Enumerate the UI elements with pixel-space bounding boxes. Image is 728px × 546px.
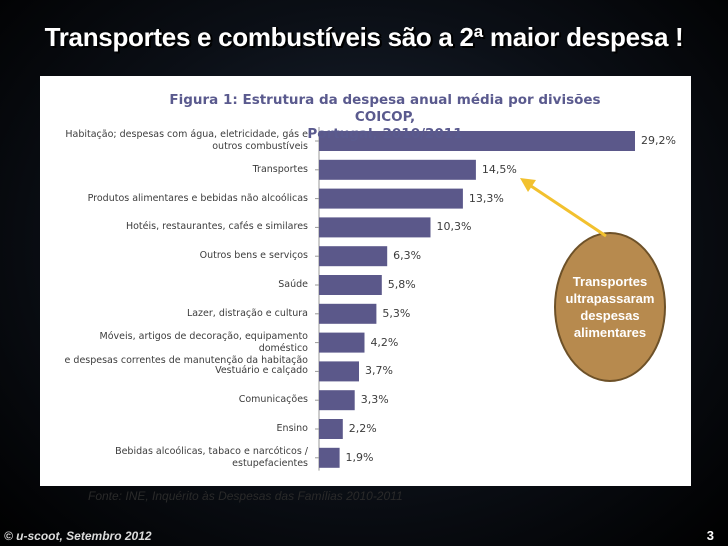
category-label-7: Móveis, artigos de decoração, equipament… xyxy=(48,331,308,367)
value-label-5: 5,8% xyxy=(387,278,416,291)
category-label-1: Transportes xyxy=(48,164,308,176)
category-label-2-line-0: Produtos alimentares e bebidas não alcoó… xyxy=(87,192,308,204)
category-label-8: Vestuário e calçado xyxy=(48,365,308,377)
value-label-3: 10,3% xyxy=(436,220,472,234)
bar-6 xyxy=(319,303,377,324)
value-label-7: 4,2% xyxy=(370,335,399,349)
bar-8 xyxy=(319,361,359,382)
category-label-0-line-0: Habitação; despesas com água, eletricida… xyxy=(65,129,308,140)
category-label-5: Saúde xyxy=(48,279,308,291)
value-label-8: 3,7% xyxy=(365,364,393,378)
category-label-3: Hotéis, restaurantes, cafés e similares xyxy=(48,221,308,233)
category-label-3-line-0: Hotéis, restaurantes, cafés e similares xyxy=(125,221,308,233)
value-label-2: 13,3% xyxy=(468,191,504,205)
bar-9 xyxy=(319,390,355,411)
value-label-1: 14,5% xyxy=(481,162,517,176)
source-note: Fonte: INE, Inquérito às Despesas das Fa… xyxy=(88,489,403,503)
category-label-5-line-0: Saúde xyxy=(278,279,308,290)
value-label-4: 6,3% xyxy=(393,249,422,263)
category-label-4: Outros bens e serviços xyxy=(48,250,308,262)
bar-7 xyxy=(319,332,365,353)
category-label-11-line-1: estupefacientes xyxy=(232,457,308,469)
category-label-9-line-0: Comunicações xyxy=(238,394,308,406)
bar-10 xyxy=(319,419,343,439)
category-label-7-line-1: e despesas correntes de manutenção da ha… xyxy=(64,354,308,366)
category-label-4-line-0: Outros bens e serviços xyxy=(199,250,308,262)
category-label-6-line-0: Lazer, distração e cultura xyxy=(186,307,308,319)
bar-11 xyxy=(319,447,340,468)
bar-chart xyxy=(315,127,635,471)
value-label-0: 29,2% xyxy=(641,134,676,147)
bar-5 xyxy=(319,275,382,295)
callout-bubble: Transportes ultrapassaram despesas alime… xyxy=(554,232,666,382)
value-label-9: 3,3% xyxy=(360,393,389,407)
bar-2 xyxy=(319,188,463,209)
slide-title: Transportes e combustíveis são a 2ª maio… xyxy=(44,22,684,52)
category-label-0-line-1: outros combustíveis xyxy=(212,141,308,152)
copyright-footer: © u-scoot, Setembro 2012 xyxy=(4,529,152,543)
category-label-11-line-0: Bebidas alcoólicas, tabaco e narcóticos … xyxy=(115,445,308,457)
chart-title-line2: Portugal, 2010/2011 xyxy=(307,126,463,142)
callout-text: Transportes ultrapassaram despesas alime… xyxy=(565,274,655,340)
category-label-10: Ensino xyxy=(48,423,308,435)
chart-title-line1: Figura 1: Estrutura da despesa anual méd… xyxy=(169,92,601,125)
category-label-7-line-0: Móveis, artigos de decoração, equipament… xyxy=(99,330,308,354)
bar-4 xyxy=(319,246,388,267)
category-label-1-line-0: Transportes xyxy=(252,163,308,175)
value-label-10: 2,2% xyxy=(348,422,377,435)
chart-title: Figura 1: Estrutura da despesa anual méd… xyxy=(150,92,620,143)
bar-3 xyxy=(319,217,431,238)
category-label-0: Habitação; despesas com água, eletricida… xyxy=(48,129,308,153)
category-label-9: Comunicações xyxy=(48,394,308,406)
bar-1 xyxy=(319,159,476,180)
category-label-6: Lazer, distração e cultura xyxy=(48,308,308,320)
page-number: 3 xyxy=(706,528,714,543)
category-label-10-line-0: Ensino xyxy=(276,423,308,434)
category-label-11: Bebidas alcoólicas, tabaco e narcóticos … xyxy=(48,446,308,470)
value-label-11: 1,9% xyxy=(345,450,374,464)
category-label-2: Produtos alimentares e bebidas não alcoó… xyxy=(48,193,308,205)
bar-0 xyxy=(319,131,635,151)
value-label-6: 5,3% xyxy=(382,306,411,320)
category-label-8-line-0: Vestuário e calçado xyxy=(215,365,308,377)
